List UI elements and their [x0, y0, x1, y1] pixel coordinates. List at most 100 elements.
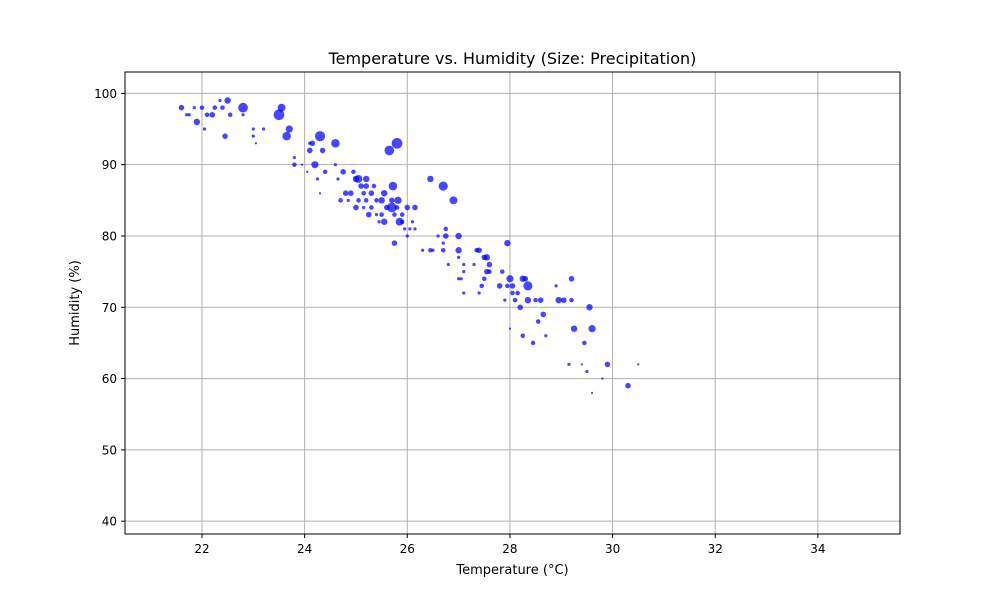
data-point — [361, 190, 366, 196]
data-point — [374, 212, 379, 217]
data-point — [315, 177, 320, 181]
data-point — [455, 247, 462, 254]
data-point — [403, 227, 407, 231]
data-point — [462, 270, 466, 274]
data-point — [440, 247, 446, 253]
points-layer — [178, 97, 640, 394]
data-point — [379, 212, 384, 217]
data-point — [358, 183, 364, 189]
data-point — [273, 109, 285, 121]
data-point — [533, 297, 538, 303]
data-point — [456, 277, 461, 281]
data-point — [204, 112, 210, 118]
data-point — [394, 196, 402, 204]
data-point — [351, 169, 356, 175]
x-tick-label: 32 — [708, 542, 723, 556]
data-point — [404, 204, 411, 211]
data-point — [413, 227, 417, 231]
data-point — [342, 190, 349, 196]
data-point — [202, 127, 207, 131]
data-point — [506, 275, 514, 283]
data-point — [309, 140, 316, 147]
data-point — [522, 275, 529, 282]
data-point — [517, 304, 523, 311]
data-point — [503, 298, 507, 302]
data-point — [251, 134, 255, 138]
data-point — [336, 177, 340, 181]
data-point — [392, 212, 397, 217]
y-tick-label: 70 — [102, 301, 117, 315]
data-point — [512, 297, 518, 303]
x-tick-label: 26 — [400, 542, 415, 556]
data-point — [220, 105, 225, 110]
data-point — [540, 311, 547, 318]
data-point — [535, 319, 541, 324]
data-point — [187, 113, 191, 117]
data-point — [508, 327, 512, 330]
data-point — [462, 262, 466, 267]
data-point — [322, 169, 328, 175]
data-point — [251, 127, 255, 131]
data-point — [254, 142, 258, 145]
data-point — [449, 196, 458, 205]
data-point — [356, 198, 361, 203]
data-point — [580, 363, 583, 366]
data-point — [427, 175, 434, 183]
data-point — [377, 220, 381, 224]
y-tick-label: 60 — [102, 372, 117, 386]
data-point — [331, 139, 340, 148]
data-point — [459, 277, 463, 281]
data-point — [394, 205, 400, 210]
data-point — [399, 219, 405, 225]
data-point — [380, 189, 388, 197]
y-tick-label: 80 — [102, 229, 117, 243]
data-point — [499, 269, 505, 274]
data-point — [261, 127, 266, 131]
data-point — [570, 325, 578, 332]
data-point — [568, 275, 575, 282]
data-point — [238, 102, 248, 113]
data-point — [604, 361, 611, 368]
data-point — [481, 276, 487, 282]
data-point — [391, 240, 398, 246]
data-point — [371, 183, 377, 189]
data-point — [431, 248, 435, 252]
data-point — [218, 98, 222, 103]
data-point — [510, 290, 515, 296]
data-point — [472, 262, 476, 267]
data-point — [524, 296, 532, 304]
data-point — [333, 163, 338, 167]
data-point — [354, 174, 363, 183]
data-point — [199, 105, 205, 110]
data-point — [456, 255, 461, 259]
data-point — [369, 205, 374, 210]
data-point — [505, 283, 510, 289]
data-point — [428, 247, 433, 253]
data-point — [509, 283, 516, 289]
x-tick-label: 24 — [297, 542, 312, 556]
ticks-layer: 22 24 26 28 30 32 34 40 50 60 70 80 90 100 — [94, 87, 825, 556]
data-point — [555, 296, 562, 304]
data-point — [374, 198, 379, 203]
chart-title: Temperature vs. Humidity (Size: Precipit… — [328, 49, 697, 68]
data-point — [314, 131, 326, 142]
data-point — [446, 262, 450, 267]
data-point — [590, 391, 594, 394]
data-point — [292, 162, 297, 167]
data-point — [441, 241, 445, 245]
data-point — [348, 190, 354, 196]
data-point — [346, 198, 350, 202]
data-point — [567, 362, 571, 366]
data-point — [388, 181, 398, 191]
data-point — [477, 291, 481, 295]
x-axis-label: Temperature (°C) — [455, 563, 568, 578]
data-point — [442, 233, 449, 239]
data-point — [363, 175, 370, 183]
data-point — [410, 220, 415, 224]
data-point — [311, 161, 319, 169]
data-point — [387, 202, 397, 213]
data-point — [436, 234, 440, 238]
data-point — [193, 118, 201, 126]
data-point — [353, 204, 359, 211]
data-point — [192, 106, 196, 110]
